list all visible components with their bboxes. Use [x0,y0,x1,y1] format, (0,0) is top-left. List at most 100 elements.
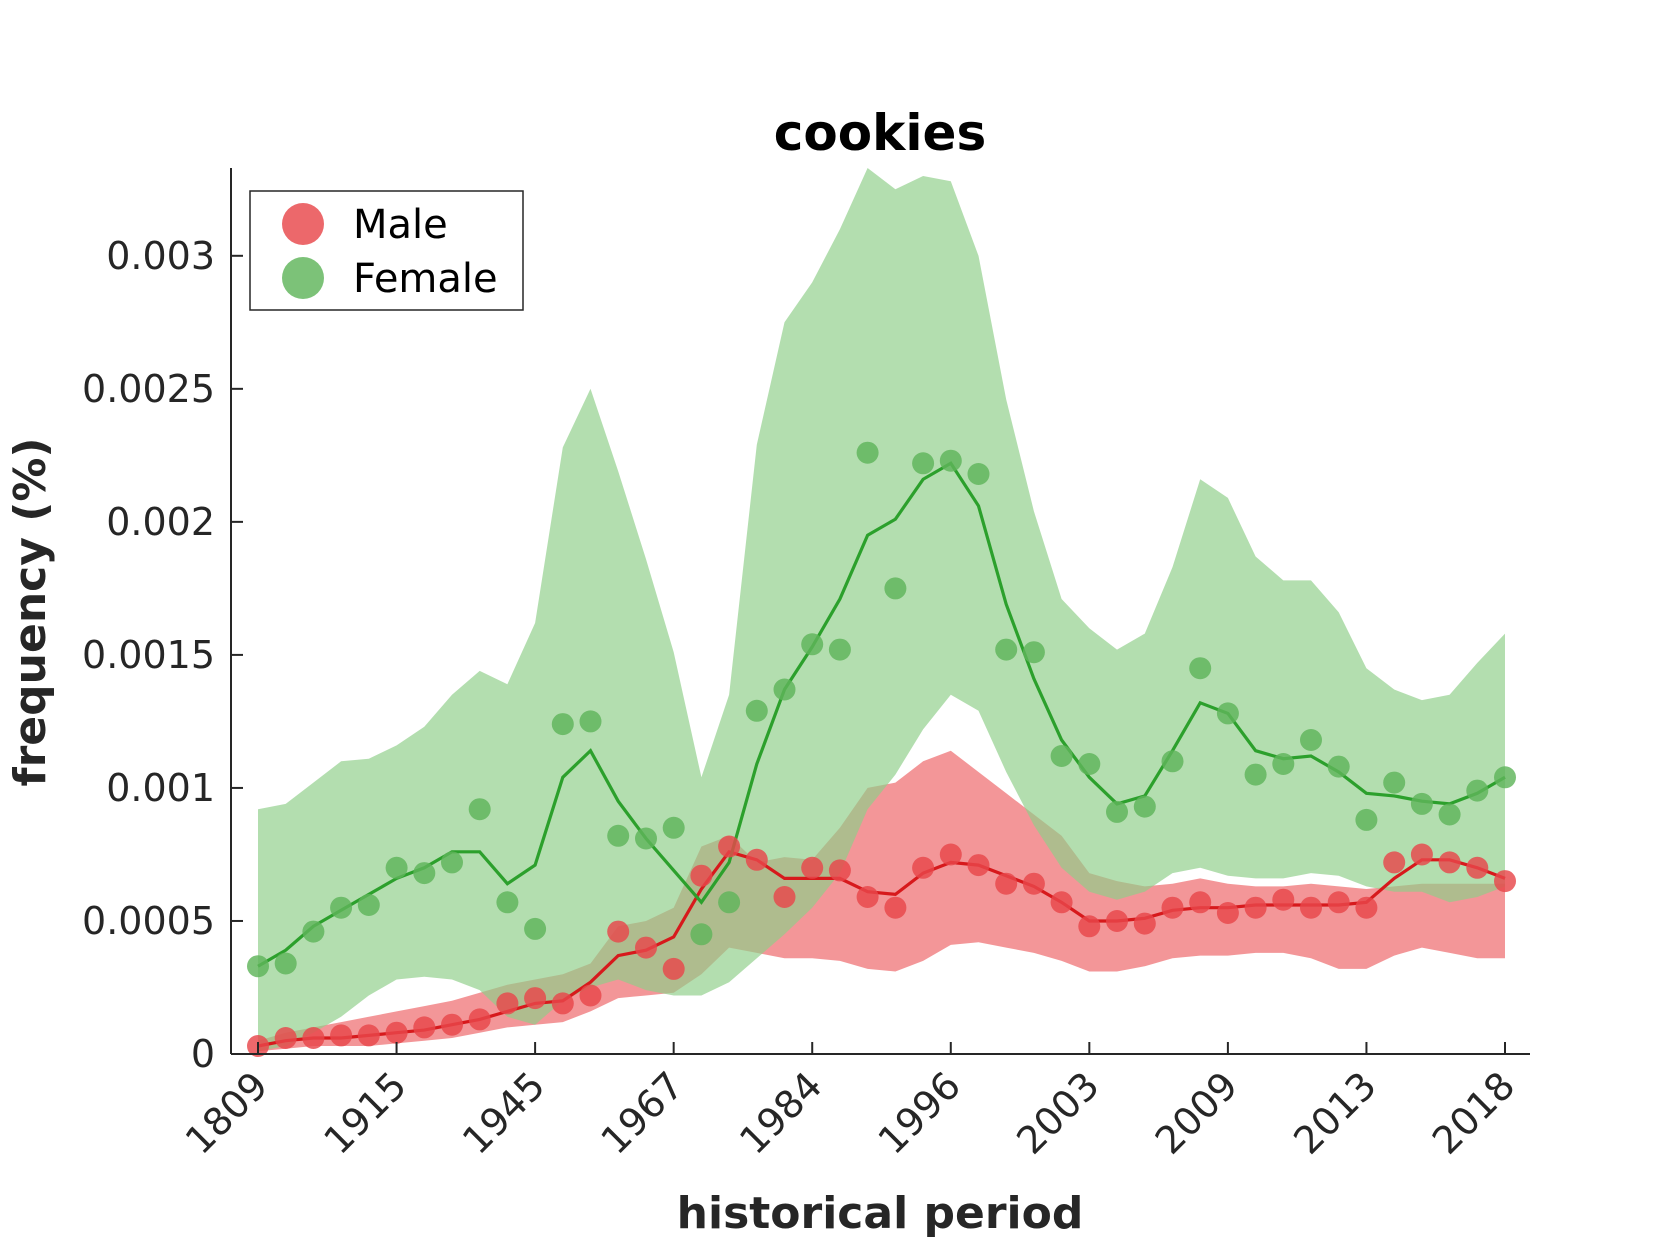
male-data-point [579,984,602,1007]
female-data-point [1383,771,1406,794]
male-data-point [662,957,685,980]
female-data-point [413,862,436,885]
female-data-point [1272,753,1295,775]
male-data-point [801,856,824,879]
male-data-point [1189,891,1212,914]
female-data-point [607,824,630,847]
plot-area [247,168,1516,1057]
female-data-point [357,894,380,916]
female-data-point [884,577,907,600]
x-tick-label: 2013 [1285,1063,1385,1163]
male-data-point [1466,856,1489,879]
female-data-point [551,713,574,736]
female-data-point [1078,753,1101,775]
male-data-point [1244,896,1267,919]
legend-label-male: Male [353,202,448,248]
x-tick-label: 2018 [1424,1063,1524,1163]
male-data-point [496,992,519,1015]
x-axis-label: historical period [677,1188,1084,1239]
female-data-point [385,856,408,879]
male-data-point [1078,915,1101,938]
female-data-point [247,955,269,978]
female-data-point [1466,779,1489,802]
legend: Male Female [249,190,524,311]
male-data-point [939,843,962,866]
female-data-point [330,896,353,919]
female-data-point [718,891,741,914]
male-data-point [1216,902,1239,924]
female-data-point [496,891,519,914]
female-data-point [773,678,796,701]
y-tick-label: 0.0005 [82,899,215,943]
y-tick-label: 0.003 [106,234,215,278]
male-data-point [302,1027,325,1049]
female-data-point [524,917,547,940]
y-axis-label: frequency (%) [5,437,56,786]
female-data-point [1022,641,1045,664]
male-trend-line [257,849,1506,1048]
female-data-point [1410,792,1433,815]
female-data-point [745,699,768,722]
female-trend-line [257,461,1506,968]
y-tick-label: 0.0015 [82,633,215,677]
x-tick-label: 1996 [870,1063,970,1163]
male-data-point [1022,872,1045,895]
male-data-point [1133,912,1156,935]
female-data-point [939,449,962,472]
female-data-point [274,952,297,975]
male-data-point [690,864,713,887]
y-tick-label: 0.0025 [82,367,215,411]
female-data-point [1216,702,1239,725]
legend-marker-female [282,257,324,299]
female-data-point [302,920,325,943]
x-tick-label: 2003 [1008,1063,1108,1163]
male-data-point [1438,851,1461,874]
male-data-point [1410,843,1433,866]
male-data-point [1050,891,1073,914]
female-data-point [1244,763,1267,786]
x-tick-label: 1809 [177,1063,277,1163]
male-data-point [330,1024,353,1047]
female-data-point [995,638,1018,661]
confidence-bands [258,168,1505,1052]
male-data-point [856,886,879,908]
male-data-point [1327,891,1350,914]
female-data-point [967,463,990,485]
x-tick-label: 1967 [593,1063,693,1163]
female-data-point [1355,808,1378,831]
x-tick-label: 1915 [315,1063,415,1163]
male-data-point [607,920,630,943]
male-data-point [441,1013,463,1036]
female-data-point [468,798,491,821]
legend-label-female: Female [353,256,498,302]
male-data-point [1272,888,1295,911]
male-data-point [995,872,1018,895]
male-data-point [551,992,574,1015]
female-data-point [1438,803,1461,826]
male-data-point [1300,896,1322,919]
male-data-point [745,848,768,871]
y-tick-label: 0.002 [106,500,215,544]
male-data-point [1355,896,1378,919]
female-data-point [662,816,685,839]
male-data-point [1161,896,1184,919]
female-data-point [1133,795,1156,818]
male-data-point [1383,851,1406,874]
male-data-point [468,1008,491,1031]
male-data-point [635,936,657,959]
female-data-point [1189,657,1212,680]
x-tick-label: 1984 [731,1063,831,1163]
female-data-point [912,452,935,475]
male-data-point [912,856,935,879]
female-data-point [441,851,463,874]
male-data-point [967,854,990,877]
female-data-point [1106,800,1128,823]
legend-marker-male [282,203,324,245]
data-points [247,441,1516,1057]
male-data-point [1494,870,1516,893]
female-data-point [1494,766,1516,789]
y-tick-label: 0 [191,1032,215,1076]
female-data-point [1300,729,1322,751]
female-confidence-band [258,168,1505,1052]
